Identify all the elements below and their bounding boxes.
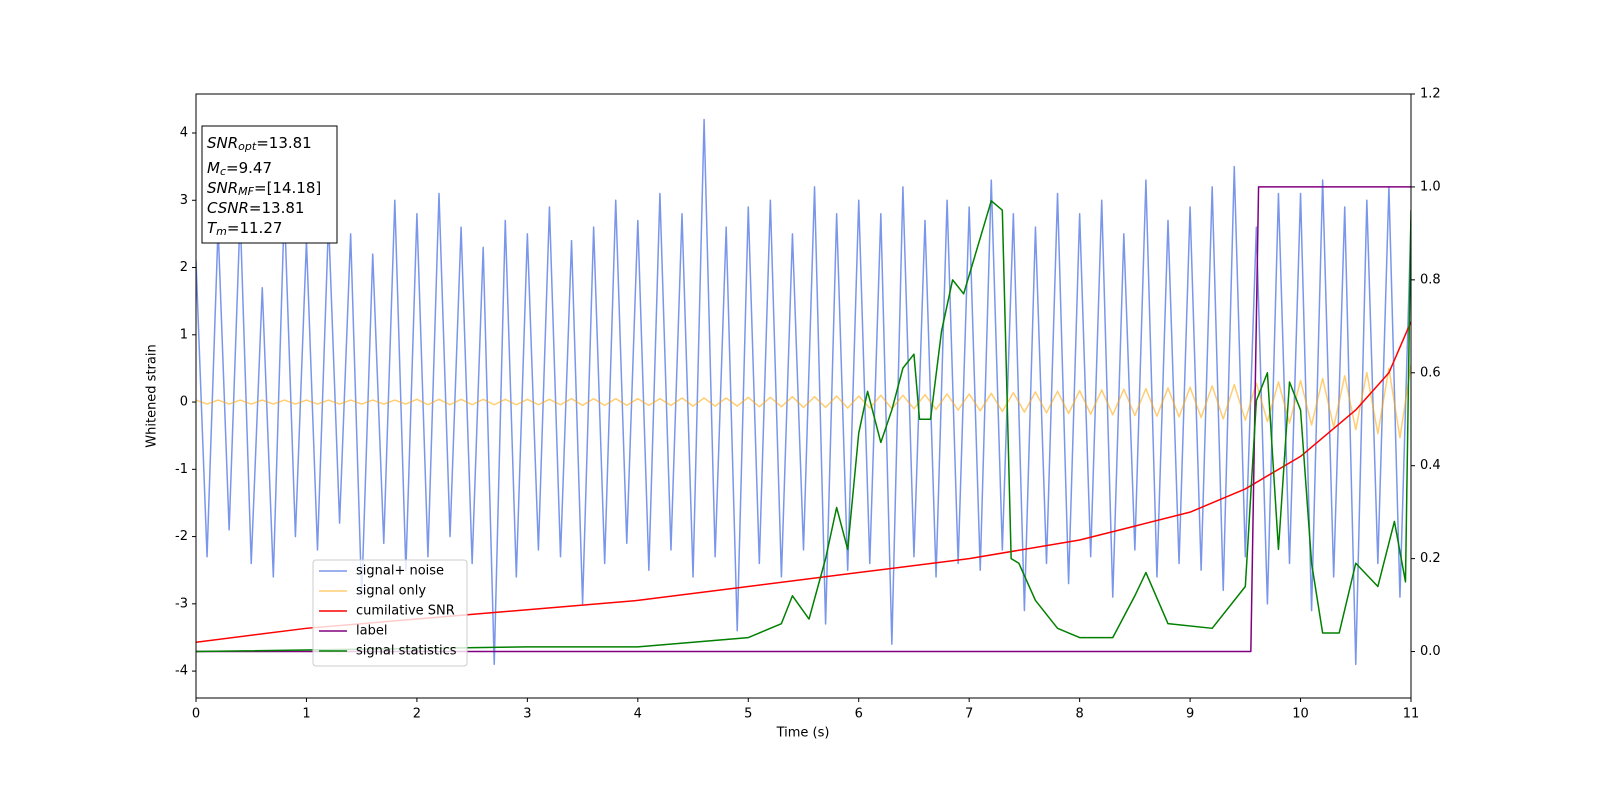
series-line [196,118,1411,666]
y2-tick-label: 0.2 [1420,551,1441,566]
series-line [196,200,1411,653]
annotation-text: CSNR=13.81 [207,199,304,217]
x-tick-label: 5 [744,707,752,722]
y-tick-label: 4 [180,126,188,141]
annotation-text: SNRopt=13.81 [207,134,312,154]
annotation-text: Mc=9.47 [207,159,272,179]
legend: signal+ noise signal only cumilative SNR la… [312,559,468,667]
y-tick-label: -3 [175,596,188,611]
y2-tick-label: 0.8 [1420,272,1441,287]
y-tick-label: -1 [175,462,188,477]
y2-tick-label: 0.6 [1420,365,1441,380]
y2-tick-label: 0.4 [1420,458,1441,473]
annotation-subscript: c [220,165,226,178]
x-tick-label: 4 [634,707,642,722]
annotation-symbol: M [207,159,220,177]
legend-label: cumilative SNR [356,604,455,619]
annotation-value: =11.27 [227,219,283,237]
legend-label: signal only [356,584,426,599]
annotation-symbol: SNR [207,134,238,152]
annotation-value: =13.81 [249,199,305,217]
x-tick-label: 9 [1186,707,1194,722]
x-tick-label: 0 [192,707,200,722]
legend-label: signal statistics [356,644,457,659]
legend-frame [312,559,468,667]
annotation-symbol: T [207,219,218,237]
x-tick-label: 3 [523,707,531,722]
annotation-subscript: opt [238,140,257,153]
series-line [196,321,1411,643]
annotation-subscript: MF [238,185,254,198]
x-tick-label: 1 [302,707,310,722]
legend-label: signal+ noise [356,564,444,579]
plot-frame [195,93,1412,699]
y-axis-label: Whitened strain [145,344,160,447]
annotation-value: =13.81 [256,134,312,152]
annotation-symbol: CSNR [207,199,249,217]
x-tick-label: 8 [1075,707,1083,722]
y-tick-label: 1 [180,327,188,342]
annotation-subscript: m [216,225,227,238]
x-tick-label: 2 [413,707,421,722]
y-tick-label: -2 [175,529,188,544]
y2-tick-label: 0.0 [1420,644,1441,659]
y-tick-label: 2 [180,260,188,275]
x-axis-label: Time (s) [776,726,830,741]
legend-label: label [356,624,387,639]
annotation-frame [201,125,338,244]
y-tick-label: 0 [180,395,188,410]
series-line [196,364,1411,439]
y-tick-label: -4 [175,664,188,679]
x-tick-label: 10 [1292,707,1309,722]
annotation-value: =[14.18] [254,179,321,197]
annotation-box: SNRopt=13.81Mc=9.47SNRMF=[14.18]CSNR=13.… [201,125,338,244]
annotation-text: SNRMF=[14.18] [207,179,321,199]
y-tick-label: 3 [180,193,188,208]
annotation-value: =9.47 [226,159,272,177]
y2-tick-label: 1.2 [1420,87,1441,102]
x-tick-label: 11 [1403,707,1420,722]
y2-tick-label: 1.0 [1420,179,1441,194]
annotation-text: Tm=11.27 [207,219,282,239]
x-tick-label: 6 [855,707,863,722]
x-tick-label: 7 [965,707,973,722]
annotation-symbol: SNR [207,179,238,197]
